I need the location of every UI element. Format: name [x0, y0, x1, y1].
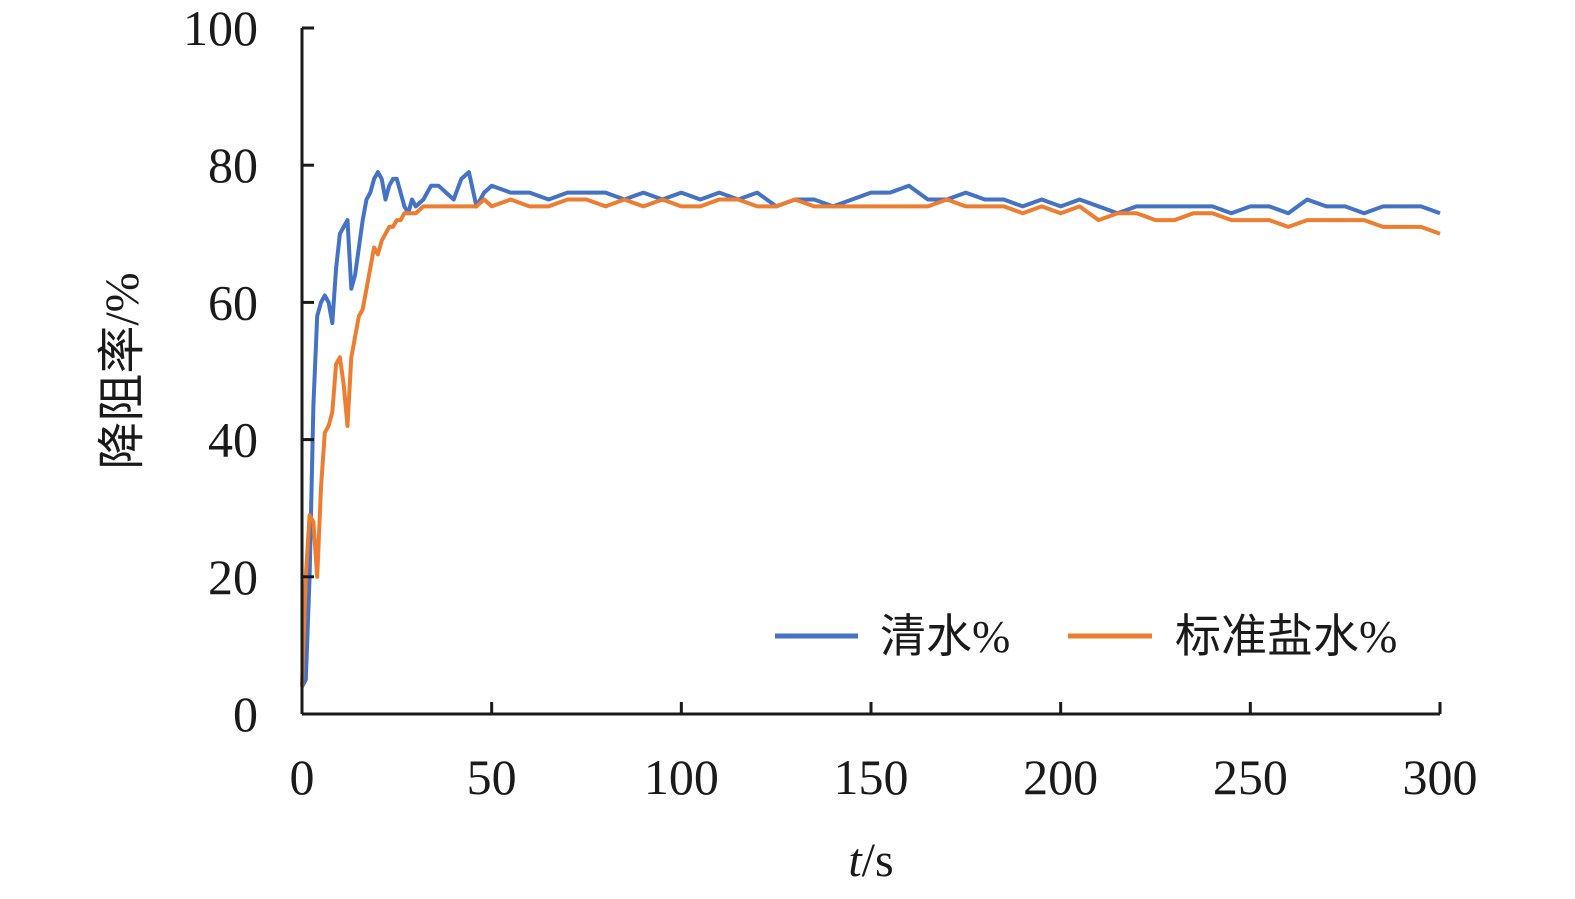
x-axis-label-unit: /s — [862, 834, 894, 887]
x-axis-label-variable: t — [848, 834, 863, 887]
series-line-0 — [300, 170, 1441, 688]
y-tick-label-0: 0 — [233, 686, 258, 742]
y-tick-label-60: 60 — [208, 274, 258, 330]
legend: 清水% 标准盐水% — [775, 611, 1397, 662]
x-axis-label: t/s — [848, 834, 893, 887]
x-tick-label-150: 150 — [834, 749, 909, 805]
legend-label-1: 标准盐水% — [1175, 611, 1397, 662]
series-layer — [300, 170, 1441, 688]
y-tick-label-100: 100 — [183, 0, 258, 56]
ticks-layer: 0 20 40 60 80 100 0 50 100 150 200 250 300 — [183, 0, 1478, 805]
x-tick-label-100: 100 — [644, 749, 719, 805]
x-tick-label-50: 50 — [467, 749, 517, 805]
x-tick-label-250: 250 — [1213, 749, 1288, 805]
x-tick-label-300: 300 — [1403, 749, 1478, 805]
x-tick-label-200: 200 — [1023, 749, 1098, 805]
x-tick-label-0: 0 — [290, 749, 315, 805]
series-line-1 — [300, 197, 1441, 687]
y-axis-label: 降阻率/% — [96, 272, 149, 469]
y-tick-label-80: 80 — [208, 137, 258, 193]
legend-label-0: 清水% — [880, 611, 1010, 662]
y-tick-label-20: 20 — [208, 549, 258, 605]
y-tick-label-40: 40 — [208, 412, 258, 468]
